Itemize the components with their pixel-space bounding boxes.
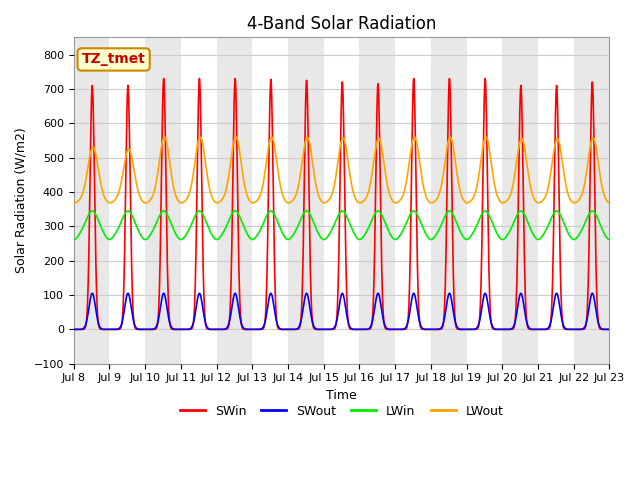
Bar (216, 37, 252, 364)
LWin (424, 234, 432, 240)
SWout (280, 326, 288, 332)
LWout (188, 179, 196, 185)
Line: LWout: LWout (74, 137, 609, 203)
Bar (431, 37, 467, 364)
LWin (512, 214, 520, 220)
Bar (74, 37, 109, 364)
LWout (558, 157, 566, 163)
LWout (196, 134, 204, 140)
SWout (558, 318, 566, 324)
LWin (605, 237, 613, 242)
Bar (502, 37, 538, 364)
SWin (70, 326, 77, 332)
LWin (124, 208, 132, 214)
X-axis label: Time: Time (326, 389, 357, 402)
LWin (70, 237, 77, 243)
Title: 4-Band Solar Radiation: 4-Band Solar Radiation (247, 15, 436, 33)
Line: SWout: SWout (74, 293, 609, 329)
SWout (605, 326, 613, 332)
Y-axis label: Solar Radiation (W/m2): Solar Radiation (W/m2) (15, 128, 28, 274)
SWin (605, 326, 613, 332)
SWin (512, 303, 520, 309)
LWin (280, 233, 288, 239)
SWin (280, 326, 288, 332)
SWin (160, 76, 168, 82)
Bar (573, 37, 609, 364)
SWin (424, 326, 432, 332)
LWout (280, 196, 288, 202)
Bar (145, 37, 181, 364)
SWout (88, 290, 96, 296)
Bar (288, 37, 324, 364)
Line: LWin: LWin (74, 211, 609, 240)
Bar (360, 37, 395, 364)
SWout (512, 314, 520, 320)
LWout (293, 188, 301, 194)
SWout (70, 326, 77, 332)
LWin (293, 225, 301, 230)
SWin (293, 326, 301, 332)
SWin (189, 325, 196, 331)
Text: TZ_tmet: TZ_tmet (82, 52, 145, 66)
SWin (558, 316, 566, 322)
SWout (293, 326, 301, 332)
Line: SWin: SWin (74, 79, 609, 329)
LWout (512, 163, 520, 168)
LWin (558, 216, 566, 222)
SWout (424, 326, 432, 332)
Legend: SWin, SWout, LWin, LWout: SWin, SWout, LWin, LWout (175, 400, 508, 423)
LWout (70, 200, 77, 206)
LWin (189, 219, 196, 225)
LWout (424, 197, 432, 203)
LWout (605, 200, 613, 205)
SWout (189, 323, 196, 329)
